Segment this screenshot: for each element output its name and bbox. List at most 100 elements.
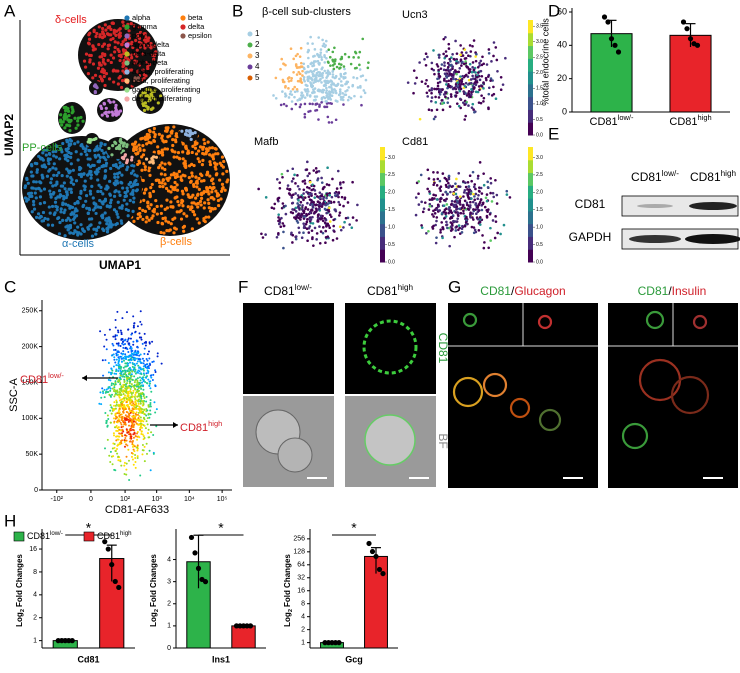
cell-dot [300,201,303,204]
cell-dot [317,89,320,92]
cell-dot [325,94,328,97]
cell-dot [439,198,442,201]
cell-dot [496,232,499,235]
cell-dot [339,225,342,228]
cell-dot [445,50,448,53]
cell-dot [54,168,57,171]
cell-dot [492,55,495,58]
cell-dot [194,176,197,179]
event-dot [119,411,121,413]
cell-dot [465,74,468,77]
event-dot [133,363,135,365]
cell-dot [465,82,468,85]
cell-dot [306,93,309,96]
event-dot [136,449,138,451]
cell-dot [158,185,161,188]
cell-dot [309,181,312,184]
event-dot [137,457,139,459]
cell-dot [334,76,337,79]
colorbar-tick-label: 3.0 [388,155,395,161]
colorbar-tick-label: 0.0 [536,259,543,265]
cell-dot [436,77,439,80]
cell-dot [72,212,75,215]
cell-dot [113,190,116,193]
cell-dot [351,181,354,184]
event-dot [123,393,125,395]
cell-dot [475,53,478,56]
cell-dot [143,192,146,195]
event-dot [132,408,134,410]
y-tick-label: 1 [301,639,305,646]
cell-dot [118,147,121,150]
cell-dot [332,225,335,228]
cell-dot [292,88,295,91]
event-dot [143,360,145,362]
cell-dot [325,89,328,92]
cell-dot [307,90,310,93]
cell-dot [283,81,286,84]
cell-dot [173,155,176,158]
cell-dot [94,232,97,235]
event-dot [128,343,130,345]
event-dot [113,432,115,434]
event-dot [116,359,118,361]
cell-dot [187,205,190,208]
cell-dot [76,140,79,143]
cell-dot [315,76,318,79]
cell-dot [304,116,307,119]
y-tick-label: 0 [562,106,567,116]
data-point [366,541,371,546]
cell-dot [126,186,129,189]
cell-dot [306,175,309,178]
cell-dot [39,189,42,192]
cell-dot [125,208,128,211]
event-dot [125,358,127,360]
cell-dot [66,107,69,110]
legend-swatch [248,32,253,37]
label-superscript: high [721,169,736,178]
cell-dot [132,197,135,200]
event-dot [142,420,144,422]
event-dot [146,396,148,398]
label-part: Log [149,612,158,627]
event-dot [140,423,142,425]
event-dot [111,413,113,415]
event-dot [115,338,117,340]
event-dot [108,455,110,457]
cell-dot [113,208,116,211]
cell-dot [474,55,477,58]
colorbar-segment [528,84,533,97]
cell-dot [312,222,315,225]
cell-dot [257,188,260,191]
colorbar-segment [528,20,533,33]
event-dot [145,427,147,429]
cell-dot [319,75,322,78]
event-dot [144,425,146,427]
cell-dot [494,237,497,240]
event-dot [130,386,132,388]
cell-dot [452,76,455,79]
cell-dot [313,196,316,199]
event-dot [124,417,126,419]
colorbar-tick-label: 2.5 [536,172,543,178]
cell-dot [148,192,151,195]
cell-dot [466,204,469,207]
cell-dot [449,105,452,108]
event-dot [138,408,140,410]
event-dot [118,342,120,344]
event-dot [123,373,125,375]
cell-dot [446,193,449,196]
event-dot [150,431,152,433]
colorbar-tick-label: 1.5 [536,207,543,213]
event-dot [112,388,114,390]
cell-dot [356,77,359,80]
cell-dot [101,36,104,39]
cell-dot [325,87,328,90]
cell-dot [82,173,85,176]
cell-dot [425,232,428,235]
cell-dot [102,156,105,159]
event-dot [137,377,139,379]
legend-swatch [124,60,129,65]
cell-dot [176,210,179,213]
event-dot [118,368,120,370]
